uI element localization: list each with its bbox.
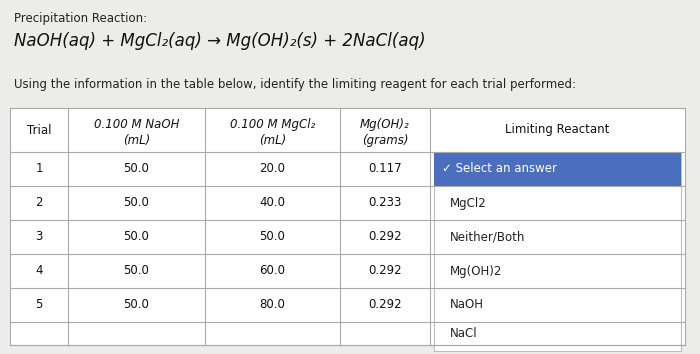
Text: 5: 5	[35, 298, 43, 312]
Bar	[10, 108, 685, 345]
Text: 0.292: 0.292	[368, 298, 402, 312]
Text: 80.0: 80.0	[260, 298, 286, 312]
Text: 0.100 M NaOH: 0.100 M NaOH	[94, 118, 179, 131]
Text: 20.0: 20.0	[260, 162, 286, 176]
Text: 50.0: 50.0	[124, 230, 149, 244]
Text: NaCl: NaCl	[450, 327, 477, 340]
Text: Precipitation Reaction:: Precipitation Reaction:	[14, 12, 147, 25]
Text: 40.0: 40.0	[260, 196, 286, 210]
Text: 1: 1	[35, 162, 43, 176]
Text: 50.0: 50.0	[260, 230, 286, 244]
Text: 50.0: 50.0	[124, 298, 149, 312]
Bar	[434, 152, 681, 186]
Text: 50.0: 50.0	[124, 264, 149, 278]
Text: Mg(OH)₂: Mg(OH)₂	[360, 118, 410, 131]
Text: Using the information in the table below, identify the limiting reagent for each: Using the information in the table below…	[14, 78, 576, 91]
Text: (mL): (mL)	[259, 134, 286, 147]
Bar	[434, 152, 681, 351]
Text: Limiting Reactant: Limiting Reactant	[505, 124, 610, 137]
Text: 50.0: 50.0	[124, 162, 149, 176]
Text: Mg(OH)2: Mg(OH)2	[450, 264, 503, 278]
Text: 3: 3	[35, 230, 43, 244]
Text: Trial: Trial	[27, 124, 51, 137]
Text: 0.292: 0.292	[368, 230, 402, 244]
Text: (mL): (mL)	[123, 134, 150, 147]
Text: 0.100 M MgCl₂: 0.100 M MgCl₂	[230, 118, 315, 131]
Text: 60.0: 60.0	[260, 264, 286, 278]
Text: (grams): (grams)	[362, 134, 408, 147]
Text: ✓ Select an answer: ✓ Select an answer	[442, 162, 557, 176]
Text: NaOH: NaOH	[450, 298, 484, 312]
Text: 0.292: 0.292	[368, 264, 402, 278]
Text: Neither/Both: Neither/Both	[450, 230, 526, 244]
Text: 4: 4	[35, 264, 43, 278]
Text: NaOH(aq) + MgCl₂(aq) → Mg(OH)₂(s) + 2NaCl(aq): NaOH(aq) + MgCl₂(aq) → Mg(OH)₂(s) + 2NaC…	[14, 32, 426, 50]
Text: 50.0: 50.0	[124, 196, 149, 210]
Text: 2: 2	[35, 196, 43, 210]
Text: MgCl2: MgCl2	[450, 196, 486, 210]
Text: 0.233: 0.233	[368, 196, 402, 210]
Text: 0.117: 0.117	[368, 162, 402, 176]
